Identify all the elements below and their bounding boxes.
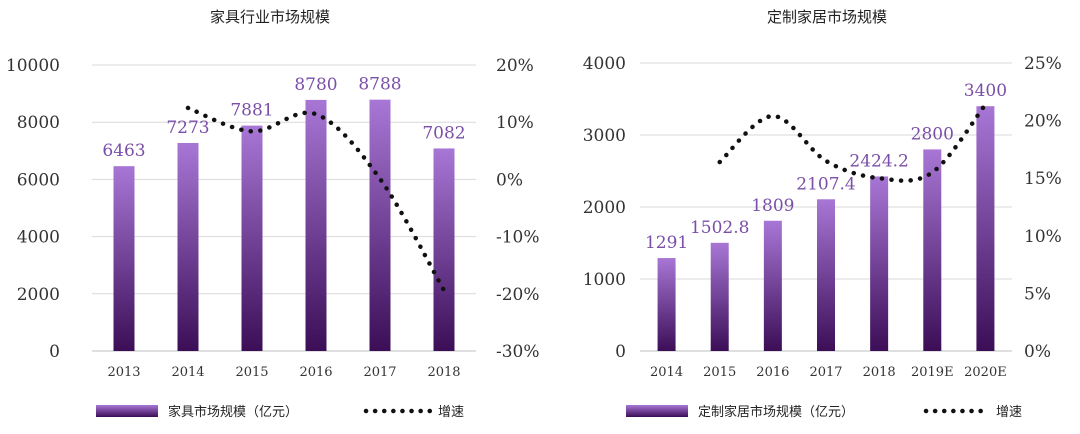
y-right-tick-label: 10% <box>496 113 534 133</box>
bar <box>763 220 782 351</box>
y-left-tick-label: 0 <box>615 342 626 362</box>
bar <box>710 242 729 351</box>
bar <box>241 125 263 352</box>
data-label: 7881 <box>230 101 273 121</box>
y-left-tick-label: 10000 <box>6 56 60 76</box>
legend-line-label: 增速 <box>438 405 464 420</box>
y-left-tick-label: 4000 <box>17 228 60 248</box>
x-tick-label: 2018 <box>863 365 896 380</box>
y-left-tick-label: 8000 <box>17 113 60 133</box>
x-tick-label: 2020E <box>964 365 1007 380</box>
x-tick-label: 2016 <box>299 365 332 380</box>
y-left-tick-label: 0 <box>49 342 60 362</box>
legend-bar-label: 定制家居市场规模（亿元） <box>698 404 854 420</box>
y-left-tick-label: 3000 <box>583 126 626 146</box>
x-tick-label: 2014 <box>171 365 204 380</box>
data-label: 2800 <box>911 124 954 144</box>
bar <box>923 149 942 351</box>
growth-line <box>717 102 988 183</box>
data-label: 7273 <box>166 118 209 138</box>
y-right-tick-label: 20% <box>1024 112 1062 132</box>
legend-bar-swatch <box>96 405 158 417</box>
y-left-tick-label: 4000 <box>583 54 626 74</box>
data-label: 2107.4 <box>796 174 855 194</box>
y-left-tick-label: 2000 <box>17 285 60 305</box>
chart-title: 家具行业市场规模 <box>210 8 330 26</box>
data-label: 1809 <box>751 196 794 216</box>
y-right-tick-label: -20% <box>496 285 540 305</box>
bar <box>870 176 889 351</box>
x-tick-label: 2013 <box>107 365 140 380</box>
data-label: 1502.8 <box>690 218 749 238</box>
y-left-tick-label: 2000 <box>583 198 626 218</box>
x-tick-label: 2015 <box>703 365 736 380</box>
x-tick-label: 2019E <box>911 365 954 380</box>
y-right-tick-label: 0% <box>496 170 523 190</box>
x-tick-label: 2017 <box>809 365 842 380</box>
legend-bar-swatch <box>626 405 688 417</box>
x-tick-label: 2016 <box>756 365 789 380</box>
y-right-tick-label: 20% <box>496 56 534 76</box>
y-right-tick-label: 5% <box>1024 284 1051 304</box>
bar <box>657 258 676 351</box>
bar <box>113 166 135 351</box>
x-tick-label: 2014 <box>650 365 683 380</box>
data-label: 6463 <box>102 141 145 161</box>
y-left-tick-label: 6000 <box>17 170 60 190</box>
data-label: 3400 <box>964 81 1007 101</box>
y-right-tick-label: 15% <box>1024 169 1062 189</box>
growth-line <box>185 105 447 293</box>
chart-title: 定制家居市场规模 <box>767 8 887 26</box>
bar <box>433 148 455 351</box>
bar <box>976 106 995 351</box>
data-label: 8788 <box>358 75 401 95</box>
x-tick-label: 2017 <box>363 365 396 380</box>
legend-line-label: 增速 <box>996 405 1022 420</box>
data-label: 2424.2 <box>849 151 908 171</box>
data-label: 1291 <box>645 233 688 253</box>
bar <box>305 99 327 351</box>
y-right-tick-label: 10% <box>1024 227 1062 247</box>
y-right-tick-label: 25% <box>1024 54 1062 74</box>
y-right-tick-label: -10% <box>496 228 540 248</box>
bar <box>817 199 835 351</box>
bar <box>177 142 199 351</box>
legend-bar-label: 家具市场规模（亿元） <box>168 404 298 420</box>
y-right-tick-label: -30% <box>496 342 540 362</box>
y-left-tick-label: 1000 <box>583 270 626 290</box>
data-label: 7082 <box>422 123 465 143</box>
data-label: 8780 <box>294 75 337 95</box>
y-right-tick-label: 0% <box>1024 342 1051 362</box>
x-tick-label: 2015 <box>235 365 268 380</box>
x-tick-label: 2018 <box>427 365 460 380</box>
bar <box>369 99 391 351</box>
